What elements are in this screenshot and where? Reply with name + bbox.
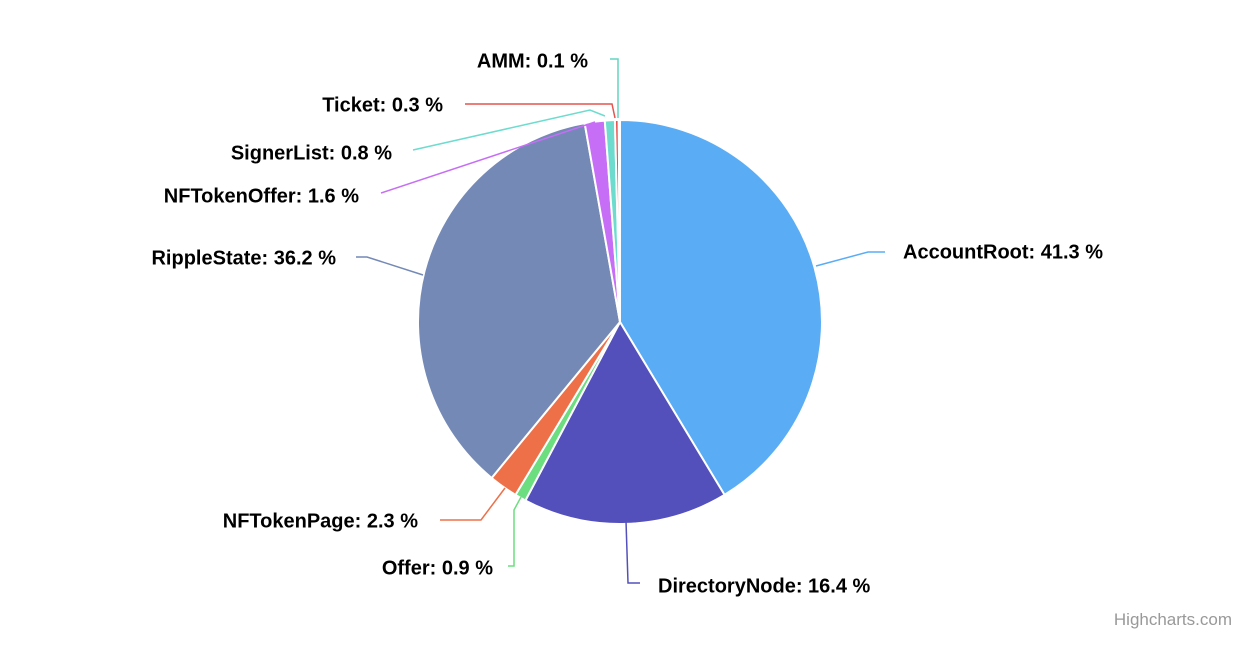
pie-slice-ripple-state[interactable] [416,122,621,479]
connector-offer [508,496,522,567]
pie-slice-account-root[interactable] [619,119,823,496]
connector-ticket [465,103,616,119]
data-label-directory-node: DirectoryNode: 16.4 % [658,575,871,597]
data-label-nftoken-offer: NFTokenOffer: 1.6 % [164,185,359,207]
connector-nftoken-page [440,487,506,521]
data-label-ripple-state: RippleState: 36.2 % [151,247,336,269]
pie-slices [416,118,823,525]
label-connectors [356,58,885,584]
connector-amm [610,58,619,118]
connector-directory-node [625,520,640,584]
data-label-ticket: Ticket: 0.3 % [322,94,443,116]
data-label-amm: AMM: 0.1 % [477,50,588,72]
connector-account-root [815,251,885,267]
connector-signer-list [412,109,606,151]
data-label-account-root: AccountRoot: 41.3 % [903,241,1103,263]
data-label-signer-list: SignerList: 0.8 % [231,142,392,164]
pie-slice-amm[interactable] [617,118,621,323]
connector-nftoken-offer [380,121,596,194]
connector-ripple-state [356,256,424,276]
data-labels: AccountRoot: 41.3 % DirectoryNode: 16.4 %… [151,50,1103,597]
data-label-offer: Offer: 0.9 % [382,557,493,579]
data-label-nftoken-page: NFTokenPage: 2.3 % [223,510,418,532]
highcharts-credits-link[interactable]: Highcharts.com [1113,610,1232,629]
